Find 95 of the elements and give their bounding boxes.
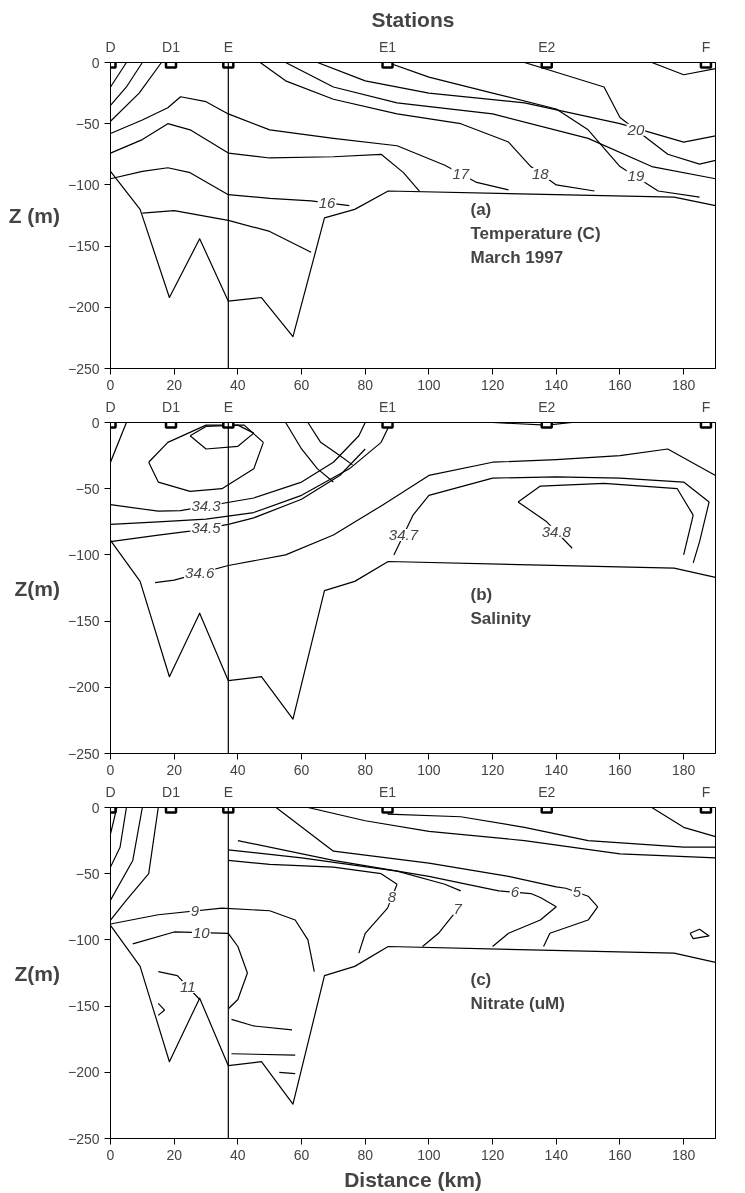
y-tick-label: −250 [67,745,100,762]
annotation: E [223,783,233,800]
annotation: 17 [452,164,470,182]
x-tick-label: 80 [357,376,374,393]
x-tick-label: 160 [608,761,632,778]
y-tick-label: −50 [75,115,100,132]
y-tick-label: −100 [67,176,100,193]
annotation: 18 [532,164,550,182]
annotation: E2 [538,398,556,415]
annotation: E1 [378,398,397,415]
y-tick-label: −100 [67,931,100,948]
x-tick-label: 100 [417,761,441,778]
annotation: E [223,398,233,415]
x-tick-label: 160 [608,376,632,393]
y-tick-label: 0 [91,54,100,71]
annotation: F [701,38,711,55]
annotation: E1 [378,783,397,800]
annotation: 19 [627,167,645,185]
y-tick-label: 0 [91,414,100,431]
annotation: F [701,398,711,415]
y-tick-label: −100 [67,546,100,563]
y-tick-label: −150 [67,998,100,1015]
annotation: E1 [378,38,397,55]
x-tick-label: 120 [480,376,505,393]
y-tick-label: 0 [91,799,100,816]
y-axis-title: Z(m) [14,576,60,600]
x-tick-label: 40 [230,761,246,778]
annotation: 16 [318,194,337,212]
x-tick-label: 140 [544,376,569,393]
x-tick-label: 180 [671,761,696,778]
x-tick-label: 180 [671,1146,696,1163]
y-tick-label: −200 [67,1064,100,1081]
x-tick-label: 120 [480,761,505,778]
annotation: (b) [470,584,493,604]
x-tick-label: 40 [230,376,246,393]
annotation: 34.8 [541,522,572,540]
annotation: 34.7 [388,526,419,544]
y-tick-label: −250 [67,1130,100,1147]
x-axis-title: Distance (km) [344,1167,482,1191]
annotation: Nitrate (uM) [470,993,565,1013]
x-tick-label: 20 [166,761,183,778]
x-tick-label: 0 [106,376,115,393]
annotation: 8 [387,888,397,905]
annotation: 34.5 [191,519,222,537]
y-axis-title: Z(m) [14,961,60,985]
y-tick-label: −50 [75,865,100,882]
x-tick-label: 120 [480,1146,505,1163]
y-tick-label: −200 [67,299,100,316]
annotation: D1 [162,38,181,55]
annotation: (c) [470,969,492,989]
x-tick-label: 0 [106,1146,115,1163]
annotation: D [105,398,116,415]
annotation: E [223,38,233,55]
x-tick-label: 100 [417,1146,441,1163]
annotation: 6 [510,883,520,901]
y-axis-title: Z (m) [8,204,60,227]
annotation: (a) [470,199,492,219]
y-tick-label: −50 [75,480,100,497]
x-tick-label: 20 [166,376,183,393]
x-tick-label: 140 [544,761,569,778]
annotation: D [105,783,116,800]
annotation: E2 [538,38,556,55]
annotation: 34.6 [185,564,215,582]
x-tick-label: 100 [417,376,441,393]
annotation: 34.3 [191,496,222,514]
annotation: 5 [572,883,582,901]
annotation: D [105,38,116,55]
x-tick-label: 0 [106,761,115,778]
annotation: 7 [453,899,463,917]
annotation: D1 [162,398,181,415]
annotation: Temperature (C) [470,223,601,243]
annotation: F [701,783,711,800]
annotation: 20 [626,120,645,138]
x-tick-label: 160 [608,1146,632,1163]
y-tick-label: −200 [67,679,100,696]
annotation: 9 [190,901,200,919]
x-tick-label: 40 [230,1146,246,1163]
x-tick-label: 140 [544,1146,569,1163]
x-tick-label: 60 [293,761,310,778]
y-tick-label: −150 [67,238,100,255]
annotation: E2 [538,783,556,800]
y-tick-label: −150 [67,613,100,630]
annotation: March 1997 [470,247,564,267]
x-tick-label: 60 [293,1146,310,1163]
annotation: 11 [180,977,196,995]
x-tick-label: 60 [293,376,310,393]
y-tick-label: −250 [67,360,100,377]
annotation: 10 [192,923,211,941]
x-tick-label: 20 [166,1146,183,1163]
annotation: Salinity [470,608,532,628]
chart-title: Stations [371,7,455,31]
annotation: D1 [162,783,181,800]
x-tick-label: 80 [357,761,374,778]
x-tick-label: 180 [671,376,696,393]
x-tick-label: 80 [357,1146,374,1163]
